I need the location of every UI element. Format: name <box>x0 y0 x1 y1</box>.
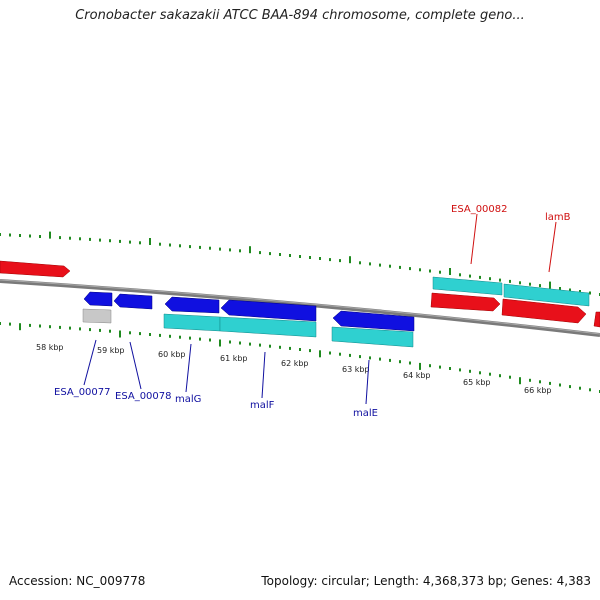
gene-esa00082-arrow[interactable] <box>430 292 501 312</box>
gene-malf-arrow[interactable] <box>220 299 317 322</box>
gene-label-lamb[interactable]: lamB <box>545 212 571 223</box>
chromosome-backbone-highlight <box>0 279 600 335</box>
forward-gene-right[interactable] <box>593 311 600 328</box>
genome-summary-text: Topology: circular; Length: 4,368,373 bp… <box>261 574 591 588</box>
gene-lamb-arrow[interactable] <box>501 298 587 324</box>
scale-labels: 58 kbp 59 kbp 60 kbp 61 kbp 62 kbp 63 kb… <box>36 343 552 395</box>
cds-esa00082[interactable] <box>432 276 503 296</box>
gene-label-esa00077[interactable]: ESA_00077 <box>54 387 111 398</box>
scale-label: 59 kbp <box>97 346 125 355</box>
gene-label-male[interactable]: malE <box>353 408 378 419</box>
scale-label: 61 kbp <box>220 354 248 363</box>
chromosome-backbone <box>0 279 600 337</box>
gene-esa00077-feature[interactable] <box>82 308 112 324</box>
scale-label: 66 kbp <box>524 386 552 395</box>
gene-label-malf[interactable]: malF <box>250 400 275 411</box>
gene-label-esa00078[interactable]: ESA_00078 <box>115 391 172 402</box>
scale-label: 60 kbp <box>158 350 186 359</box>
gene-labels: ESA_00077 ESA_00078 malG malF malE ESA_0… <box>54 204 571 419</box>
gene-esa00077-arrow[interactable] <box>83 291 113 307</box>
cds-malg[interactable] <box>163 313 221 332</box>
scale-label: 62 kbp <box>281 359 309 368</box>
gene-esa00078-arrow[interactable] <box>113 293 153 310</box>
scale-label: 65 kbp <box>463 378 491 387</box>
map-title: Cronobacter sakazakii ATCC BAA-894 chrom… <box>75 8 525 23</box>
cds-male[interactable] <box>331 326 414 348</box>
gene-malg-arrow[interactable] <box>164 296 220 314</box>
scale-label: 58 kbp <box>36 343 64 352</box>
cds-lamb[interactable] <box>503 283 590 307</box>
outer-tick-track <box>0 231 600 296</box>
forward-gene-left[interactable] <box>0 260 71 278</box>
gene-label-esa00082[interactable]: ESA_00082 <box>451 204 508 215</box>
gene-male-arrow[interactable] <box>332 310 415 332</box>
scale-label: 64 kbp <box>403 371 431 380</box>
cds-malf[interactable] <box>219 316 317 338</box>
gene-label-malg[interactable]: malG <box>175 394 201 405</box>
accession-text: Accession: NC_009778 <box>9 574 146 588</box>
label-leader-lines <box>83 213 557 405</box>
scale-label: 63 kbp <box>342 365 370 374</box>
inner-tick-track <box>0 322 600 393</box>
